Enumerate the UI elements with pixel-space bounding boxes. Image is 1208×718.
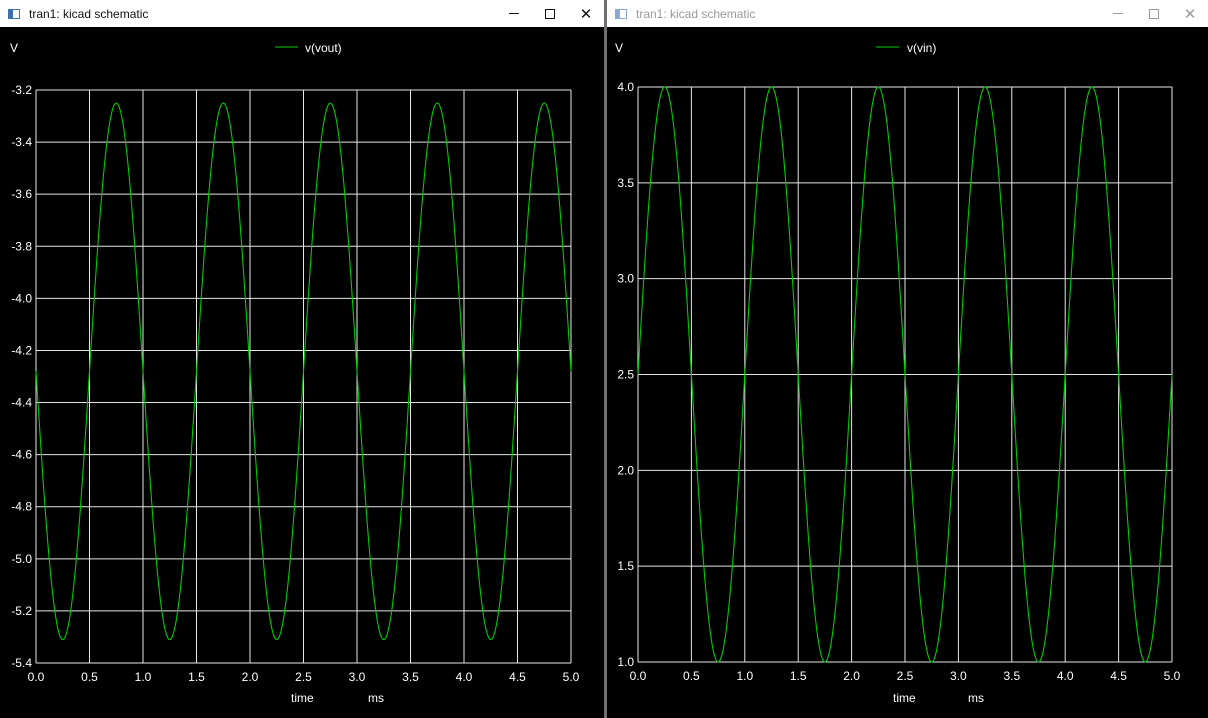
y-tick-label: -5.2 bbox=[11, 604, 32, 618]
legend-label: v(vout) bbox=[305, 41, 342, 55]
plot-window-vout[interactable]: tran1: kicad schematic ✕ V v(vout) -3.2-… bbox=[0, 0, 604, 718]
y-tick-label: -4.4 bbox=[11, 396, 32, 410]
x-axis-ticks: 0.0 0.5 1.0 1.5 2.0 2.5 3.0 3.5 4.0 4.5 5.0 bbox=[630, 669, 1181, 683]
y-tick-label: -5.4 bbox=[11, 656, 32, 670]
y-tick-label: 3.5 bbox=[617, 176, 634, 190]
trace-layer bbox=[637, 86, 1173, 663]
plot-canvas-vin[interactable]: V v(vin) 4.0 3.5 3.0 2.5 2.0 1.5 1.0 0.0 0.5 1.0… bbox=[607, 27, 1208, 718]
y-tick-label: -3.6 bbox=[11, 187, 32, 201]
title-bar[interactable]: tran1: kicad schematic ✕ bbox=[0, 0, 604, 27]
x-tick-label: 3.5 bbox=[1003, 669, 1020, 683]
window-title: tran1: kicad schematic bbox=[636, 6, 756, 21]
x-tick-label: 3.0 bbox=[349, 670, 366, 684]
x-tick-label: 0.0 bbox=[28, 670, 45, 684]
trace-layer bbox=[35, 102, 572, 641]
close-button[interactable]: ✕ bbox=[1172, 0, 1208, 27]
app-window-icon bbox=[615, 8, 627, 19]
y-tick-label: -4.2 bbox=[11, 343, 32, 357]
maximize-button[interactable] bbox=[1136, 0, 1172, 27]
y-tick-label: -5.0 bbox=[11, 552, 32, 566]
y-tick-label: -3.4 bbox=[11, 135, 32, 149]
close-icon: ✕ bbox=[1183, 5, 1197, 23]
y-tick-label: 2.0 bbox=[617, 463, 634, 477]
y-tick-label: -3.2 bbox=[11, 83, 32, 97]
x-tick-label: 4.0 bbox=[456, 670, 473, 684]
x-tick-label: 0.5 bbox=[81, 670, 98, 684]
app-window-icon bbox=[8, 8, 20, 19]
x-tick-label: 2.5 bbox=[295, 670, 312, 684]
x-tick-label: 2.0 bbox=[242, 670, 259, 684]
plot-canvas-vout[interactable]: V v(vout) -3.2 -3.4 -3.6 -3.8 -4.0 -4.2 -4.4 -4… bbox=[0, 27, 604, 718]
series-line-v(vin) bbox=[637, 86, 1173, 663]
x-tick-label: 1.5 bbox=[188, 670, 205, 684]
y-tick-label: 4.0 bbox=[617, 80, 634, 94]
x-axis-label: time bbox=[291, 691, 314, 705]
minimize-icon bbox=[1113, 13, 1123, 14]
close-icon: ✕ bbox=[579, 5, 593, 23]
window-title: tran1: kicad schematic bbox=[29, 6, 149, 21]
y-axis-ticks: -3.2 -3.4 -3.6 -3.8 -4.0 -4.2 -4.4 -4.6 -4.8 -5.0… bbox=[11, 83, 32, 670]
y-tick-label: 1.0 bbox=[617, 655, 634, 669]
x-tick-label: 4.5 bbox=[1110, 669, 1127, 683]
minimize-button[interactable] bbox=[496, 0, 532, 27]
x-axis-ticks: 0.0 0.5 1.0 1.5 2.0 2.5 3.0 3.5 4.0 4.5 5.0 bbox=[28, 670, 580, 684]
x-tick-label: 2.5 bbox=[897, 669, 914, 683]
x-tick-label: 2.0 bbox=[843, 669, 860, 683]
x-tick-label: 4.0 bbox=[1057, 669, 1074, 683]
close-button[interactable]: ✕ bbox=[568, 0, 604, 27]
y-tick-label: 2.5 bbox=[617, 368, 634, 382]
maximize-icon bbox=[545, 8, 555, 19]
x-tick-label: 4.5 bbox=[509, 670, 526, 684]
x-tick-label: 3.5 bbox=[402, 670, 419, 684]
x-tick-label: 1.0 bbox=[135, 670, 152, 684]
legend-label: v(vin) bbox=[907, 41, 936, 55]
x-tick-label: 1.5 bbox=[790, 669, 807, 683]
y-tick-label: 1.5 bbox=[617, 559, 634, 573]
grid bbox=[35, 89, 572, 664]
y-tick-label: -3.8 bbox=[11, 239, 32, 253]
maximize-button[interactable] bbox=[532, 0, 568, 27]
y-tick-label: 3.0 bbox=[617, 272, 634, 286]
x-tick-label: 0.0 bbox=[630, 669, 647, 683]
y-axis-ticks: 4.0 3.5 3.0 2.5 2.0 1.5 1.0 bbox=[617, 80, 634, 669]
x-axis-unit: ms bbox=[968, 691, 984, 705]
x-tick-label: 0.5 bbox=[683, 669, 700, 683]
title-bar[interactable]: tran1: kicad schematic ✕ bbox=[607, 0, 1208, 27]
x-axis-unit: ms bbox=[368, 691, 384, 705]
y-unit-label: V bbox=[10, 41, 18, 55]
x-tick-label: 5.0 bbox=[1164, 669, 1181, 683]
y-tick-label: -4.0 bbox=[11, 291, 32, 305]
x-axis-label: time bbox=[893, 691, 916, 705]
maximize-icon bbox=[1149, 8, 1159, 19]
x-tick-label: 1.0 bbox=[736, 669, 753, 683]
minimize-icon bbox=[509, 13, 519, 14]
y-unit-label: V bbox=[615, 41, 623, 55]
minimize-button[interactable] bbox=[1100, 0, 1136, 27]
series-line-v(vout) bbox=[35, 102, 572, 641]
y-tick-label: -4.8 bbox=[11, 500, 32, 514]
x-tick-label: 5.0 bbox=[563, 670, 580, 684]
x-tick-label: 3.0 bbox=[950, 669, 967, 683]
plot-window-vin[interactable]: tran1: kicad schematic ✕ V v(vin) 4.0 3.5… bbox=[607, 0, 1208, 718]
y-tick-label: -4.6 bbox=[11, 448, 32, 462]
